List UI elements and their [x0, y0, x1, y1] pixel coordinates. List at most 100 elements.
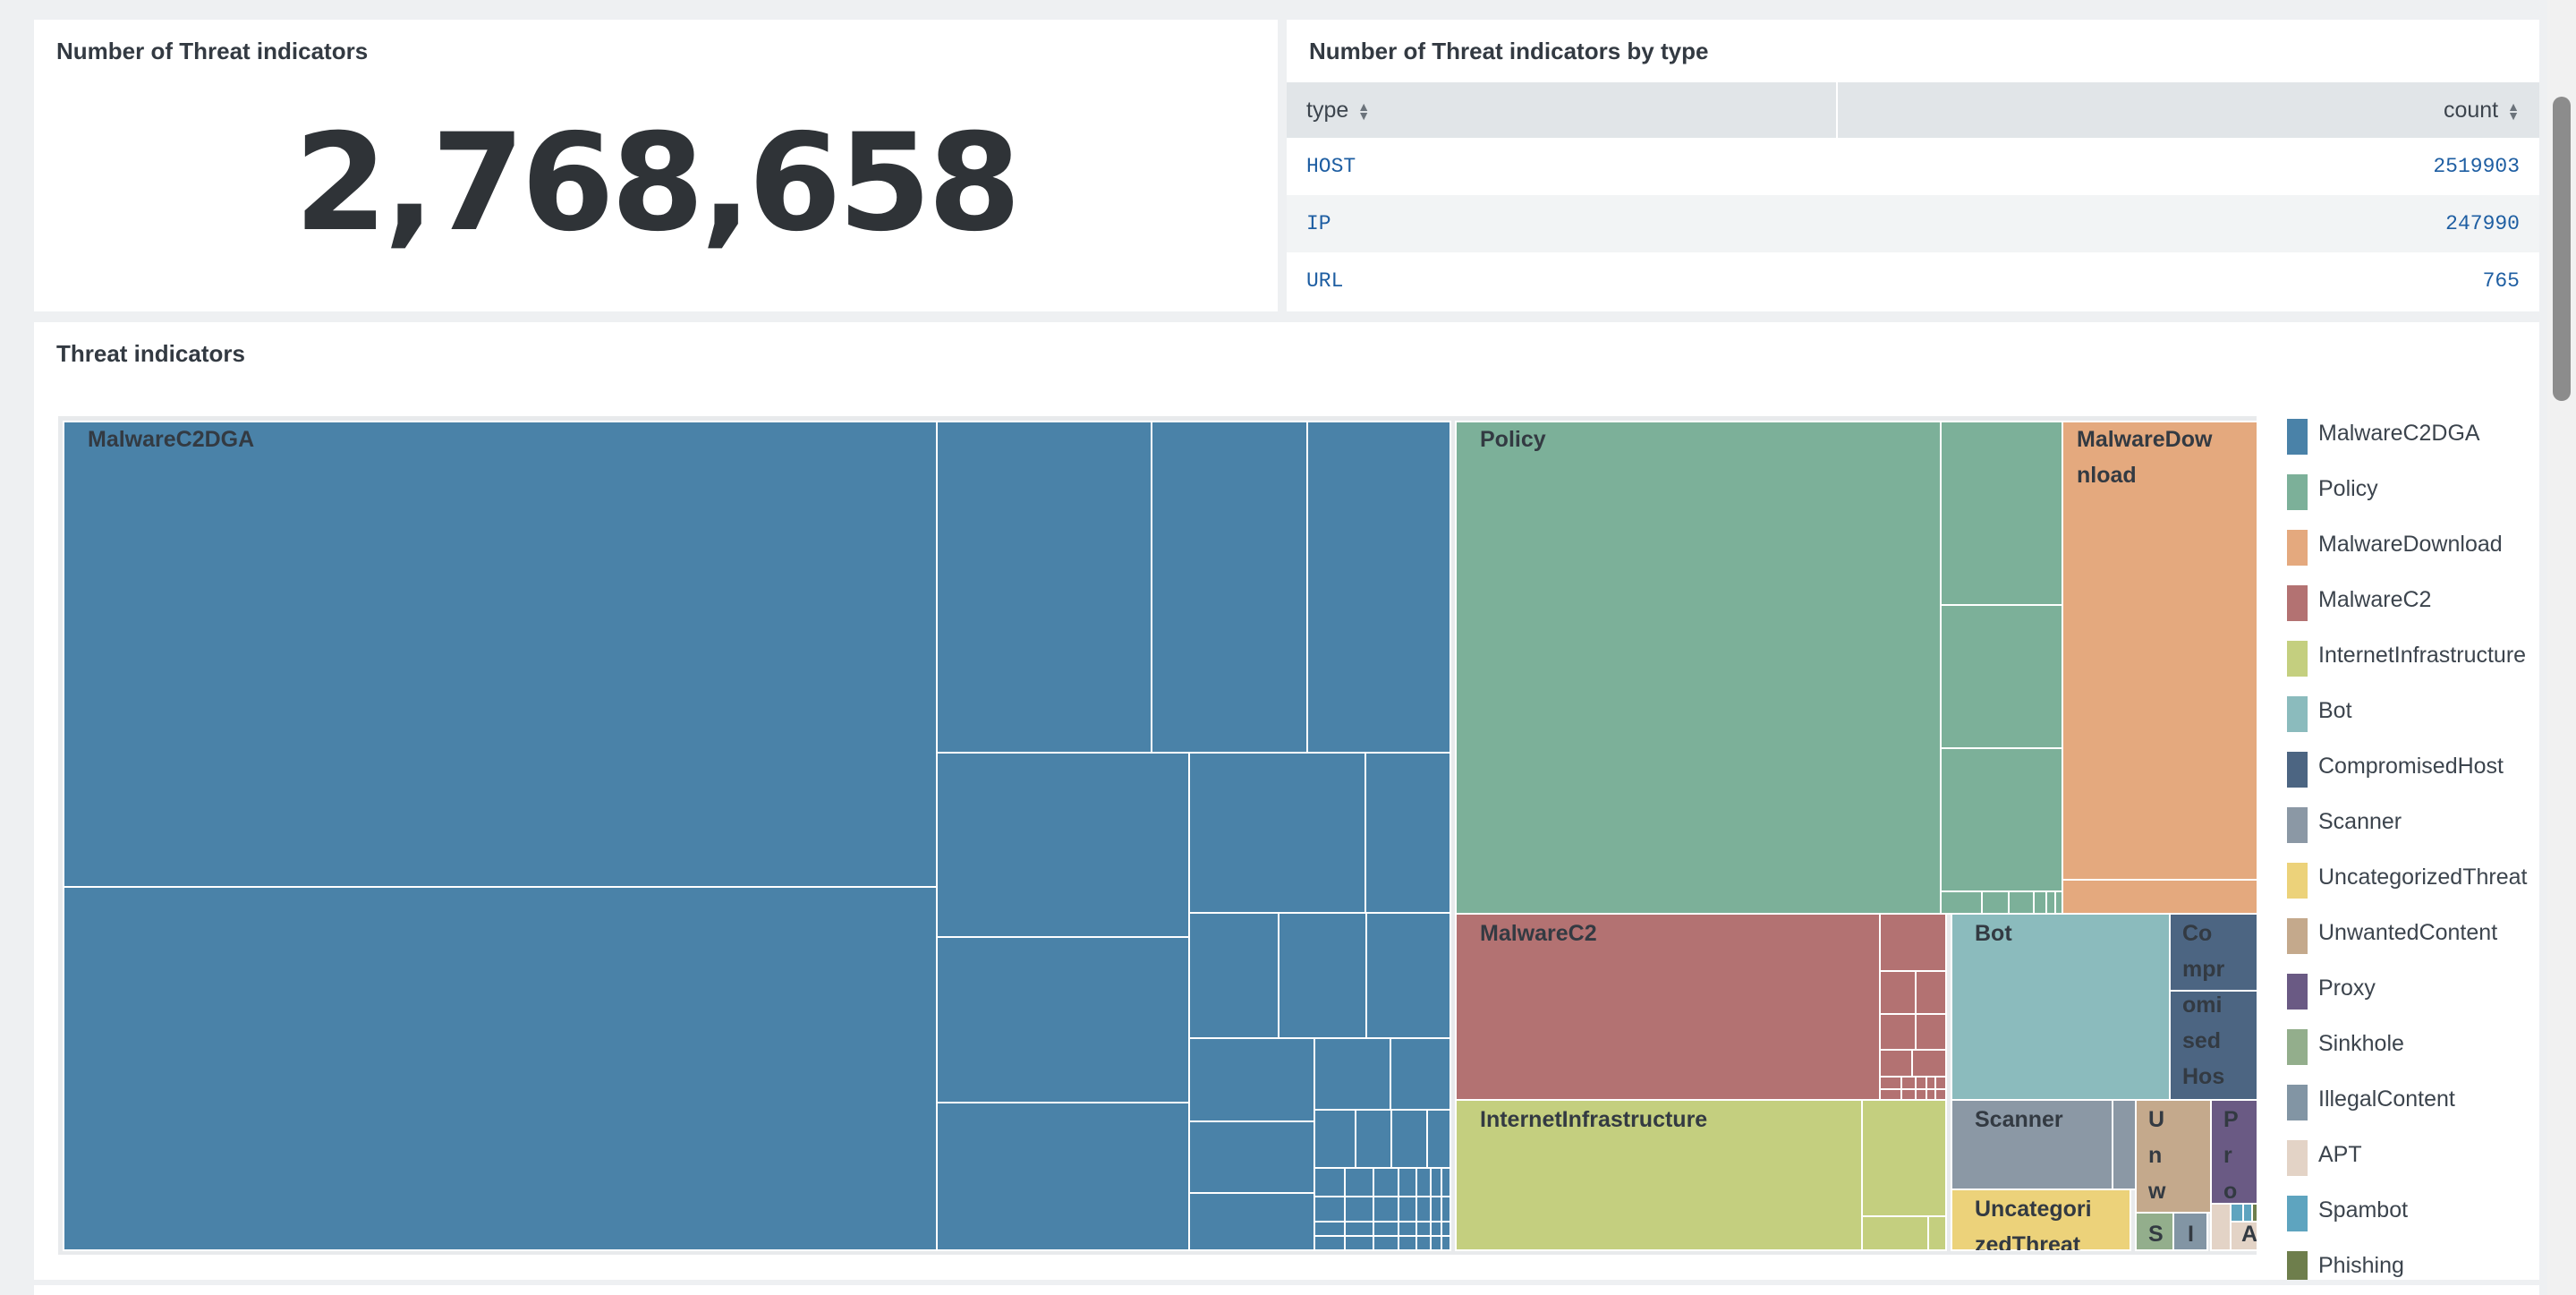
legend-item[interactable]: APT	[2287, 1135, 2538, 1190]
treemap-cell[interactable]	[936, 421, 1152, 754]
legend-item[interactable]: IllegalContent	[2287, 1079, 2538, 1135]
treemap-cell[interactable]	[1430, 1235, 1442, 1251]
treemap-cell[interactable]	[2210, 1203, 2232, 1251]
legend-item[interactable]: UnwantedContent	[2287, 913, 2538, 968]
legend-item[interactable]: Phishing	[2287, 1246, 2538, 1280]
treemap-cell[interactable]	[1981, 890, 2010, 915]
treemap-cell[interactable]	[936, 936, 1190, 1103]
treemap-cell[interactable]	[1278, 912, 1367, 1039]
treemap-cell[interactable]	[1188, 912, 1279, 1039]
legend-item[interactable]: MalwareC2	[2287, 580, 2538, 635]
legend-item[interactable]: Spambot	[2287, 1190, 2538, 1246]
treemap-cell[interactable]	[1940, 890, 1983, 915]
treemap-cell[interactable]	[1861, 1099, 1947, 1217]
treemap-cell[interactable]	[1915, 1013, 1947, 1051]
treemap-cell[interactable]	[1398, 1235, 1417, 1251]
page-scrollbar[interactable]	[2547, 0, 2576, 1295]
treemap-cell[interactable]	[1373, 1167, 1399, 1197]
treemap-cell[interactable]	[1940, 421, 2063, 606]
treemap-cell[interactable]	[1314, 1167, 1346, 1197]
treemap-cell[interactable]	[1441, 1167, 1451, 1197]
treemap-cell[interactable]	[1416, 1221, 1432, 1237]
treemap-cell[interactable]	[1344, 1196, 1374, 1223]
table-row[interactable]: IP 247990	[1287, 195, 2539, 252]
treemap-cell[interactable]	[1314, 1109, 1356, 1169]
legend-item[interactable]: InternetInfrastructure	[2287, 635, 2538, 691]
legend-item[interactable]: Policy	[2287, 469, 2538, 524]
treemap-cell[interactable]	[1879, 1049, 1913, 1078]
scrollbar-thumb[interactable]	[2553, 97, 2571, 401]
treemap-cell[interactable]	[1188, 1192, 1315, 1251]
treemap-cell[interactable]	[1940, 604, 2063, 749]
treemap-cell[interactable]	[1951, 913, 2171, 1101]
treemap-cell[interactable]	[1455, 1099, 1863, 1251]
treemap-cell[interactable]	[1344, 1235, 1374, 1251]
cell-type[interactable]: URL	[1306, 269, 1344, 293]
legend-item[interactable]: Bot	[2287, 691, 2538, 746]
treemap-cell[interactable]	[1426, 1109, 1451, 1169]
treemap-cell[interactable]	[1390, 1037, 1451, 1111]
treemap-cell[interactable]	[1926, 1076, 1936, 1090]
legend-item[interactable]: Proxy	[2287, 968, 2538, 1024]
treemap-cell[interactable]	[2062, 421, 2257, 881]
treemap-cell[interactable]	[2251, 1203, 2257, 1223]
table-row[interactable]: HOST 2519903	[1287, 138, 2539, 195]
treemap-cell[interactable]	[1951, 1189, 2131, 1251]
treemap-cell[interactable]	[1900, 1076, 1917, 1090]
treemap-cell[interactable]	[1441, 1196, 1451, 1223]
treemap-cell[interactable]	[1314, 1221, 1346, 1237]
treemap-cell[interactable]	[2112, 1099, 2137, 1190]
treemap-cell[interactable]	[2135, 1099, 2212, 1214]
cell-type[interactable]: IP	[1287, 195, 1837, 252]
sort-icon[interactable]: ▲ ▼	[1357, 98, 1371, 123]
table-row[interactable]: URL 765	[1287, 252, 2539, 310]
treemap-cell[interactable]	[1915, 1076, 1927, 1090]
treemap-cell[interactable]	[1441, 1235, 1451, 1251]
treemap-cell[interactable]	[936, 1102, 1190, 1251]
cell-count[interactable]: 247990	[1837, 195, 2539, 252]
treemap-cell[interactable]	[2062, 879, 2257, 915]
treemap-cell[interactable]	[1915, 970, 1947, 1015]
treemap-cell[interactable]	[2033, 890, 2047, 915]
sort-icon[interactable]: ▲ ▼	[2507, 98, 2520, 123]
treemap-cell[interactable]	[1915, 1088, 1927, 1101]
treemap-cell[interactable]	[1430, 1221, 1442, 1237]
treemap-cell[interactable]	[1900, 1088, 1917, 1101]
legend-item[interactable]: MalwareDownload	[2287, 524, 2538, 580]
treemap-cell[interactable]	[1926, 1088, 1936, 1101]
treemap-cell[interactable]	[1879, 1088, 1902, 1101]
treemap-cell[interactable]	[1344, 1167, 1374, 1197]
legend-item[interactable]: Scanner	[2287, 802, 2538, 857]
treemap-cell[interactable]	[1455, 421, 1942, 915]
column-header-type[interactable]: type ▲ ▼	[1287, 82, 1838, 138]
column-header-count[interactable]: count ▲ ▼	[1837, 82, 2539, 138]
treemap-cell[interactable]	[1306, 421, 1451, 754]
treemap-cell[interactable]	[1911, 1049, 1947, 1078]
treemap[interactable]: MalwareC2DGA Policy MalwareDow nload Malware…	[58, 416, 2257, 1255]
threat-indicator-count[interactable]: 2,768,658	[293, 106, 1022, 261]
treemap-cell[interactable]	[1398, 1221, 1417, 1237]
treemap-cell[interactable]	[1430, 1167, 1442, 1197]
treemap-cell[interactable]	[1940, 747, 2063, 892]
treemap-cell[interactable]	[2054, 890, 2063, 915]
legend-item[interactable]: UncategorizedThreat	[2287, 857, 2538, 913]
treemap-cell[interactable]	[1416, 1235, 1432, 1251]
treemap-cell[interactable]	[1934, 1076, 1947, 1090]
treemap-cell[interactable]	[2172, 1212, 2208, 1251]
treemap-cell[interactable]	[1373, 1196, 1399, 1223]
treemap-cell[interactable]	[1151, 421, 1308, 754]
treemap-cell[interactable]	[1398, 1167, 1417, 1197]
treemap-cell[interactable]	[63, 886, 938, 1251]
treemap-cell[interactable]	[1314, 1196, 1346, 1223]
treemap-cell[interactable]	[1314, 1037, 1391, 1111]
treemap-cell[interactable]	[1416, 1196, 1432, 1223]
treemap-cell[interactable]	[1373, 1235, 1399, 1251]
treemap-cell[interactable]	[936, 752, 1190, 938]
treemap-cell[interactable]	[2169, 990, 2257, 1101]
treemap-cell[interactable]	[1430, 1196, 1442, 1223]
treemap-cell[interactable]	[2008, 890, 2035, 915]
legend-item[interactable]: Sinkhole	[2287, 1024, 2538, 1079]
treemap-cell[interactable]	[1373, 1221, 1399, 1237]
treemap-cell[interactable]	[1365, 912, 1451, 1039]
treemap-cell[interactable]	[2242, 1203, 2253, 1223]
